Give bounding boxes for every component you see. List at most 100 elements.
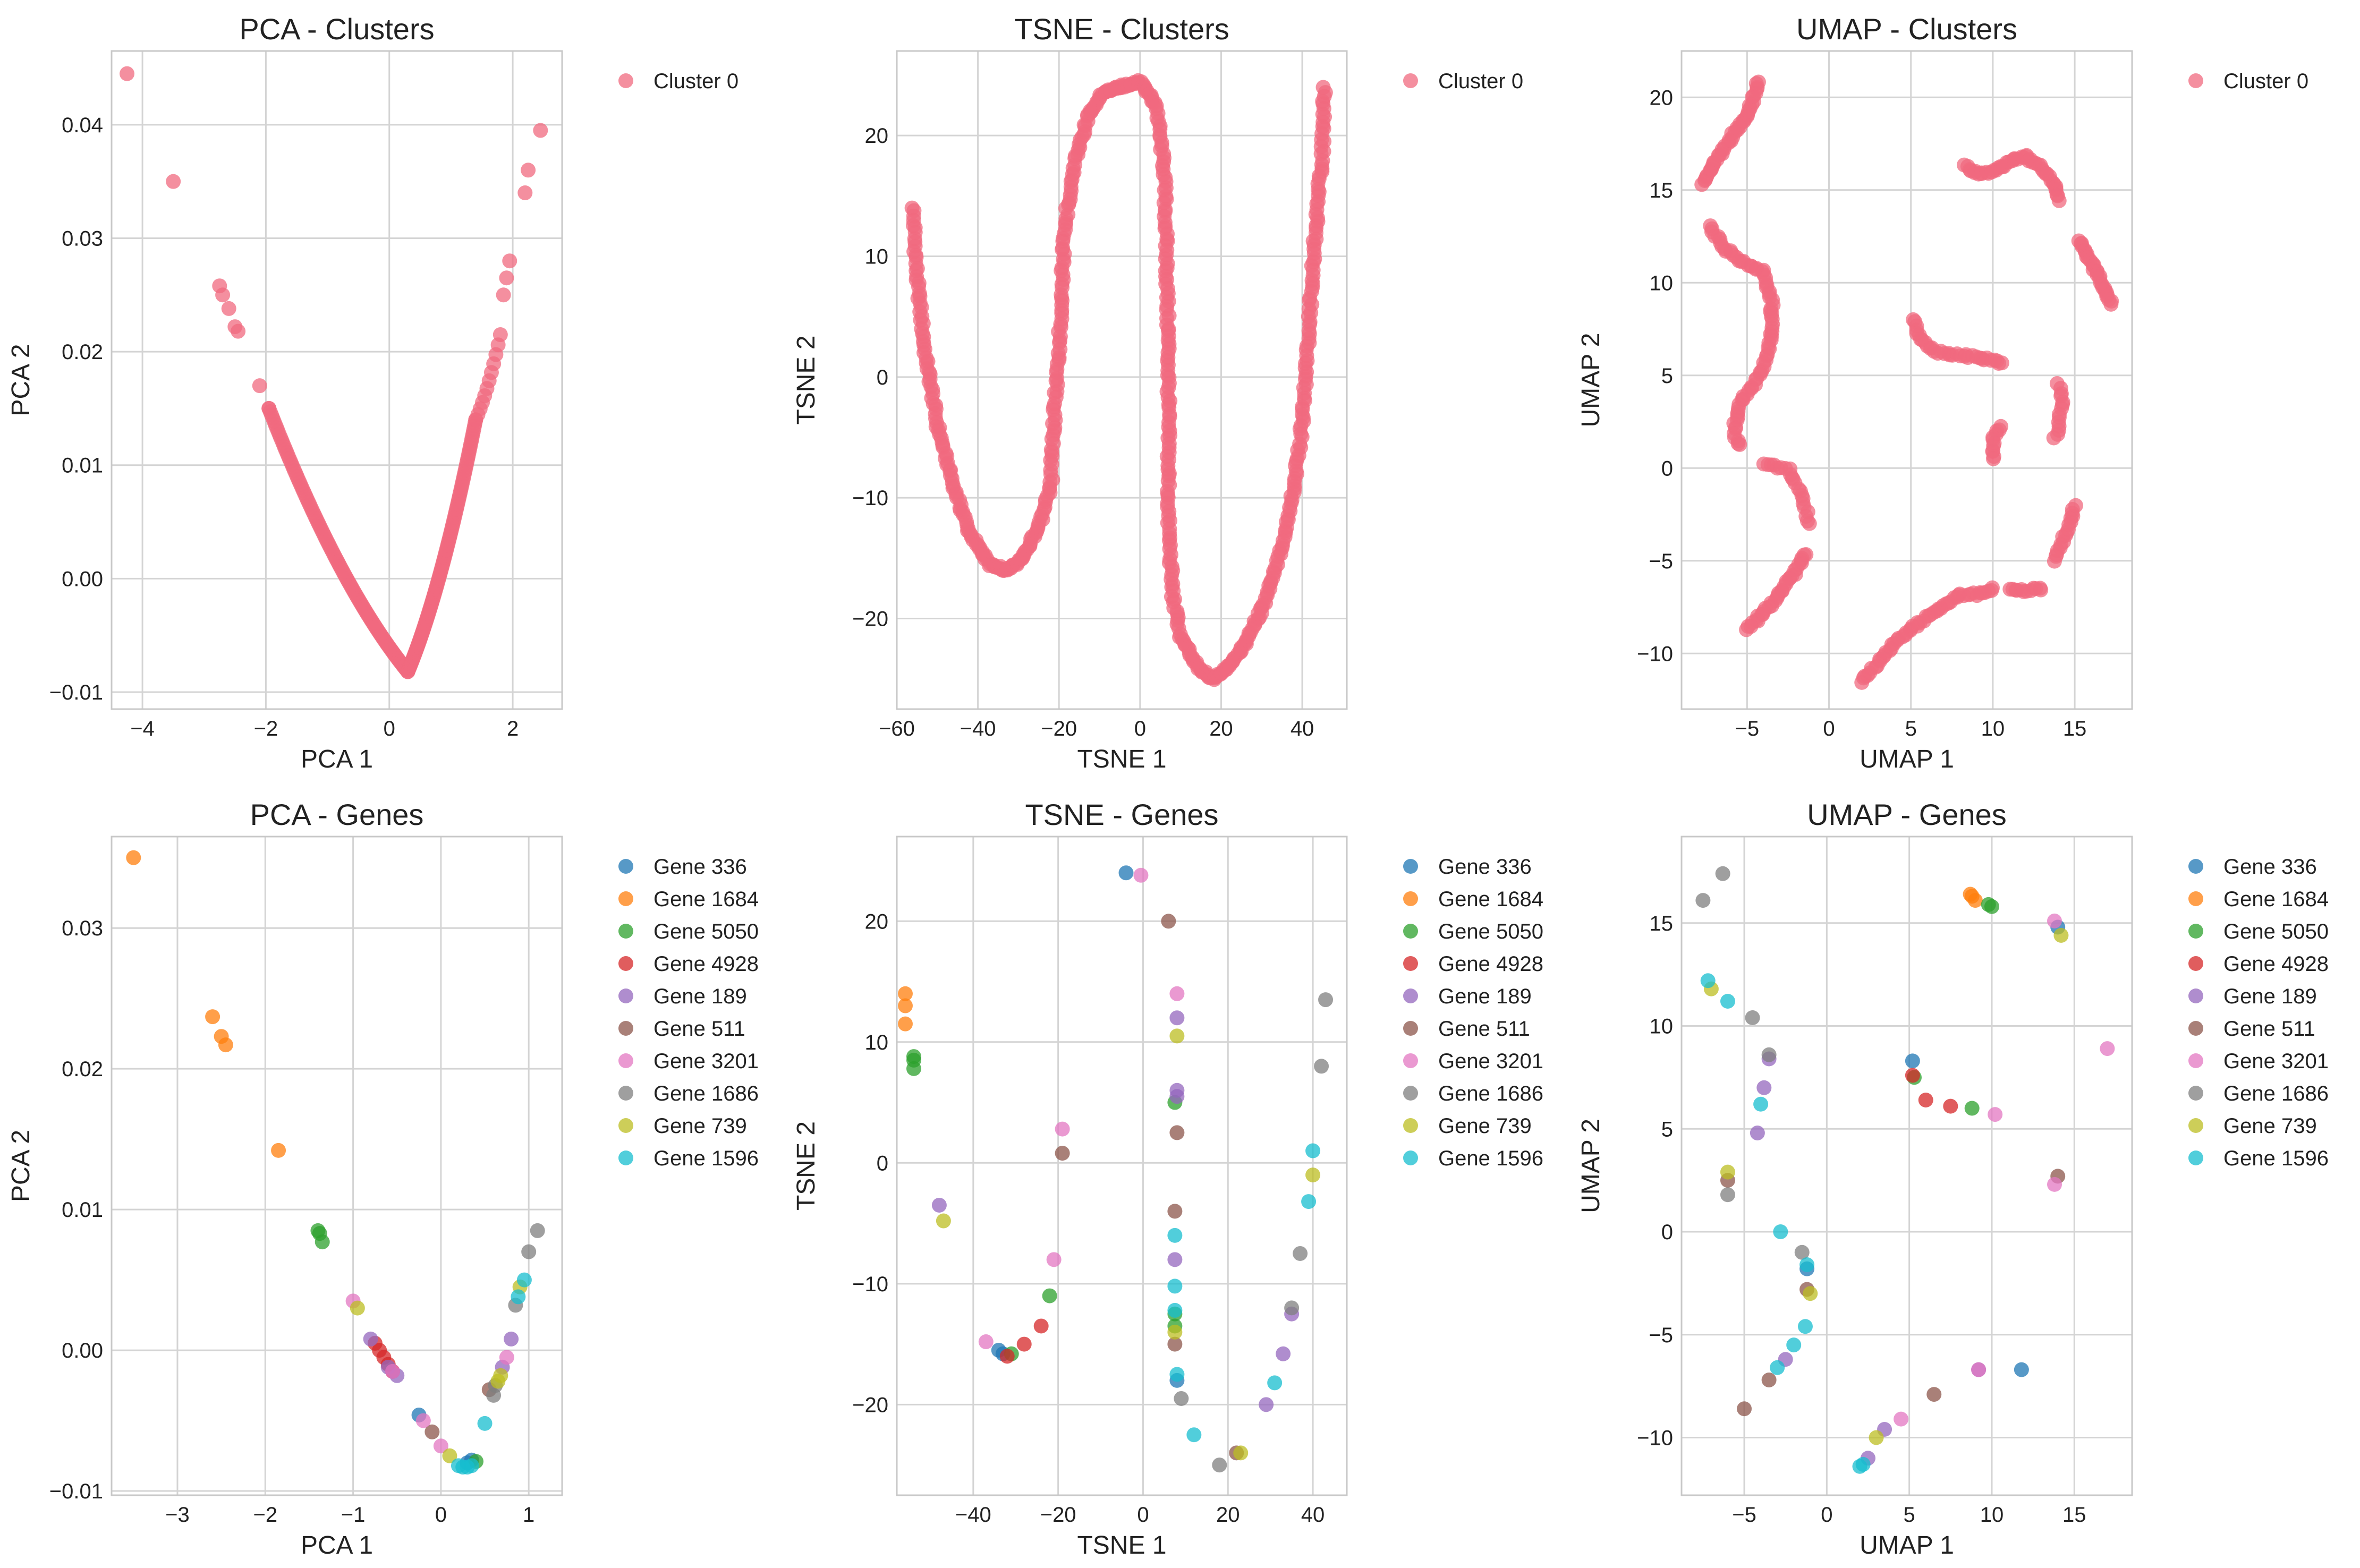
- data-point: [496, 287, 511, 303]
- legend-entry: Gene 1684: [1438, 888, 1543, 911]
- legend-marker: [1403, 1021, 1418, 1036]
- legend-entry: Gene 511: [1438, 1017, 1530, 1041]
- data-points: [1695, 866, 2115, 1474]
- y-tick-label: 0.04: [62, 114, 103, 137]
- chart-title: TSNE - Genes: [1025, 798, 1218, 831]
- data-point: [2033, 582, 2049, 598]
- chart-title: TSNE - Clusters: [1014, 12, 1229, 46]
- data-point: [1315, 80, 1331, 95]
- data-point: [1786, 1337, 1802, 1353]
- legend-marker: [1403, 1151, 1418, 1165]
- data-point: [1167, 1324, 1183, 1340]
- data-point: [521, 1244, 537, 1259]
- data-point: [315, 1234, 330, 1250]
- x-tick-label: −2: [254, 717, 278, 740]
- y-tick-label: 10: [865, 245, 889, 268]
- y-axis-label: TSNE 2: [792, 1121, 820, 1211]
- data-point: [1737, 1401, 1752, 1417]
- legend-marker: [1403, 1086, 1418, 1101]
- data-point: [1212, 1458, 1227, 1473]
- legend: Gene 336 Gene 1684 Gene 5050 Gene 4928 Gene …: [2188, 855, 2329, 1170]
- data-point: [221, 301, 236, 316]
- y-tick-label: 10: [1650, 1015, 1674, 1038]
- x-tick-label: 20: [1209, 717, 1233, 740]
- plot-frame: [1680, 836, 2133, 1496]
- y-tick-label: 5: [1661, 364, 1673, 388]
- data-point: [511, 1289, 526, 1305]
- data-point: [502, 253, 517, 269]
- data-point: [1167, 1204, 1183, 1219]
- data-point: [533, 123, 548, 138]
- x-tick-label: 0: [1134, 717, 1146, 740]
- data-point: [1046, 1252, 1062, 1267]
- data-point: [1169, 986, 1185, 1001]
- data-points: [126, 850, 545, 1475]
- legend-entry: Gene 4928: [2223, 952, 2329, 976]
- data-point: [897, 998, 913, 1013]
- data-point: [1981, 897, 1996, 912]
- legend-marker: [618, 73, 633, 88]
- data-point: [1276, 1346, 1291, 1361]
- data-point: [1745, 1010, 1760, 1025]
- data-point: [2068, 498, 2083, 513]
- data-point: [1761, 1047, 1777, 1062]
- legend-marker: [2188, 1053, 2203, 1068]
- data-point: [1284, 1300, 1300, 1316]
- x-tick-label: 40: [1301, 1503, 1325, 1527]
- data-point: [1055, 1121, 1070, 1137]
- y-tick-label: 0.03: [62, 917, 103, 940]
- y-tick-label: 0.02: [62, 340, 103, 364]
- legend-marker: [618, 988, 633, 1003]
- data-point: [1756, 1080, 1772, 1095]
- data-point: [1869, 1430, 1884, 1445]
- y-tick-label: −10: [1637, 1427, 1673, 1450]
- legend-marker: [1403, 891, 1418, 906]
- legend-marker: [618, 859, 633, 874]
- data-point: [1293, 1246, 1308, 1261]
- data-point: [464, 1458, 479, 1473]
- legend-entry: Gene 1596: [1438, 1147, 1543, 1170]
- legend-entry: Gene 3201: [653, 1050, 759, 1073]
- x-tick-label: 5: [1904, 1503, 1915, 1527]
- legend-marker: [2188, 924, 2203, 939]
- plot-frame: [1680, 50, 2133, 710]
- y-tick-label: −20: [852, 1393, 888, 1417]
- data-point: [504, 1331, 519, 1347]
- data-point: [1301, 1194, 1317, 1209]
- legend-marker: [618, 891, 633, 906]
- plot-frame: [111, 50, 563, 710]
- y-axis-label: PCA 2: [7, 344, 35, 416]
- y-axis-label: PCA 2: [7, 1130, 35, 1202]
- data-point: [1169, 1010, 1185, 1026]
- data-point: [1918, 1093, 1933, 1107]
- legend-entry: Gene 189: [1438, 985, 1532, 1008]
- x-tick-label: 1: [523, 1503, 534, 1527]
- data-point: [433, 1438, 448, 1454]
- data-point: [2014, 1362, 2029, 1377]
- data-point: [931, 1197, 947, 1213]
- data-point: [1167, 1252, 1183, 1267]
- legend-entry: Gene 3201: [1438, 1050, 1543, 1073]
- y-tick-label: 0: [1661, 1221, 1673, 1244]
- data-point: [936, 1213, 951, 1229]
- data-point: [477, 1416, 493, 1431]
- data-point: [906, 1061, 921, 1076]
- data-point: [271, 1143, 286, 1158]
- legend: Cluster 0: [618, 70, 738, 93]
- y-tick-label: 0.00: [62, 567, 103, 591]
- x-tick-label: 0: [1821, 1503, 1832, 1527]
- legend-entry: Gene 3201: [2223, 1050, 2329, 1073]
- x-tick-label: −2: [253, 1503, 277, 1527]
- x-axis-label: UMAP 1: [1860, 745, 1954, 773]
- legend-entry: Gene 5050: [2223, 920, 2329, 943]
- x-axis-label: PCA 1: [301, 745, 373, 773]
- data-point: [1720, 994, 1735, 1009]
- data-point: [530, 1223, 545, 1238]
- data-point: [1169, 1125, 1185, 1140]
- data-point: [1267, 1375, 1283, 1391]
- y-tick-label: −0.01: [49, 1480, 103, 1503]
- x-tick-label: −3: [165, 1503, 190, 1527]
- y-tick-label: 0.00: [62, 1339, 103, 1362]
- data-point: [1761, 1373, 1777, 1387]
- data-points: [897, 865, 1334, 1473]
